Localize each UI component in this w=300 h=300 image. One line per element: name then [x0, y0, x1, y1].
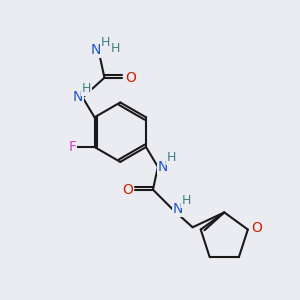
Text: O: O [125, 71, 136, 85]
Text: N: N [158, 160, 168, 174]
Text: H: H [101, 35, 110, 49]
Text: N: N [172, 202, 183, 216]
Text: F: F [69, 140, 77, 154]
Text: H: H [82, 82, 91, 95]
Text: H: H [167, 152, 176, 164]
Text: H: H [111, 42, 120, 56]
Text: N: N [73, 91, 83, 104]
Text: H: H [182, 194, 191, 207]
Text: O: O [251, 220, 262, 235]
Text: N: N [90, 43, 101, 57]
Text: O: O [122, 183, 133, 196]
